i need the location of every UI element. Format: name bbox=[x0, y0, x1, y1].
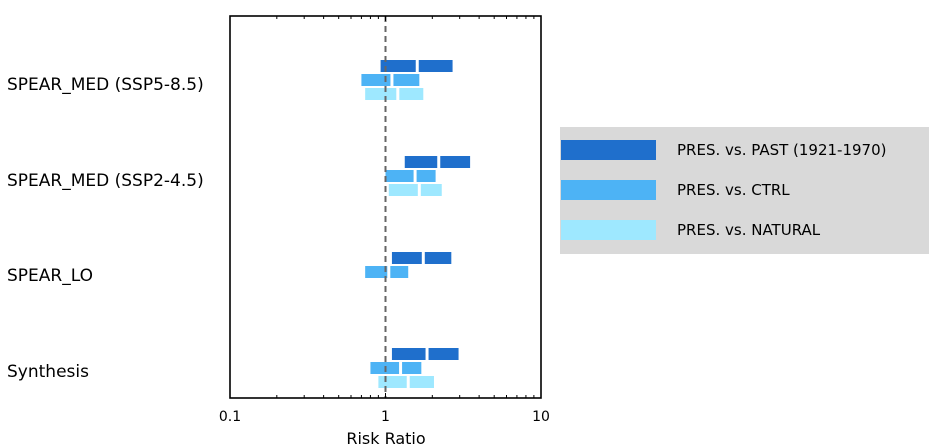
legend-label: PRES. vs. PAST (1921-1970) bbox=[677, 141, 887, 159]
interval-bar-upper bbox=[402, 362, 422, 374]
category-label: SPEAR_MED (SSP2-4.5) bbox=[7, 171, 204, 191]
interval-bar-lower bbox=[380, 60, 416, 72]
category-label: Synthesis bbox=[7, 362, 89, 382]
category-label: SPEAR_MED (SSP5-8.5) bbox=[7, 75, 204, 95]
plot-area bbox=[229, 15, 542, 399]
interval-bar-upper bbox=[428, 348, 459, 360]
interval-bar-upper bbox=[420, 184, 442, 196]
interval-bar-upper bbox=[424, 252, 452, 264]
interval-bar-lower bbox=[385, 170, 414, 182]
interval-bar-lower bbox=[378, 376, 407, 388]
interval-bar-upper bbox=[416, 170, 436, 182]
legend-label: PRES. vs. CTRL bbox=[677, 181, 790, 199]
interval-bar-lower bbox=[361, 74, 391, 86]
interval-bar-upper bbox=[390, 266, 409, 278]
legend-label: PRES. vs. NATURAL bbox=[677, 221, 821, 239]
category-label: SPEAR_LO bbox=[7, 266, 93, 286]
legend-swatch bbox=[561, 140, 656, 160]
interval-bar-lower bbox=[365, 266, 388, 278]
legend-swatch bbox=[561, 180, 656, 200]
interval-bar-lower bbox=[391, 252, 422, 264]
x-tick-label: 0.1 bbox=[219, 409, 241, 425]
interval-bar-lower bbox=[365, 88, 397, 100]
interval-bar-lower bbox=[404, 156, 438, 168]
x-axis-label: Risk Ratio bbox=[346, 429, 425, 448]
interval-bar-upper bbox=[409, 376, 434, 388]
x-tick-label: 10 bbox=[532, 409, 550, 425]
legend-swatch bbox=[561, 220, 656, 240]
interval-bar-upper bbox=[440, 156, 471, 168]
category-labels: SPEAR_MED (SSP5-8.5) SPEAR_MED (SSP2-4.5)… bbox=[7, 75, 204, 382]
x-axis: 0.1 1 10 bbox=[219, 16, 550, 425]
interval-bar-upper bbox=[399, 88, 424, 100]
interval-bar-lower bbox=[391, 348, 426, 360]
interval-bar-upper bbox=[393, 74, 420, 86]
interval-bar-lower bbox=[388, 184, 418, 196]
x-tick-label: 1 bbox=[381, 409, 390, 425]
legend: PRES. vs. PAST (1921-1970) PRES. vs. CTRL… bbox=[560, 127, 929, 254]
interval-bar-upper bbox=[418, 60, 453, 72]
